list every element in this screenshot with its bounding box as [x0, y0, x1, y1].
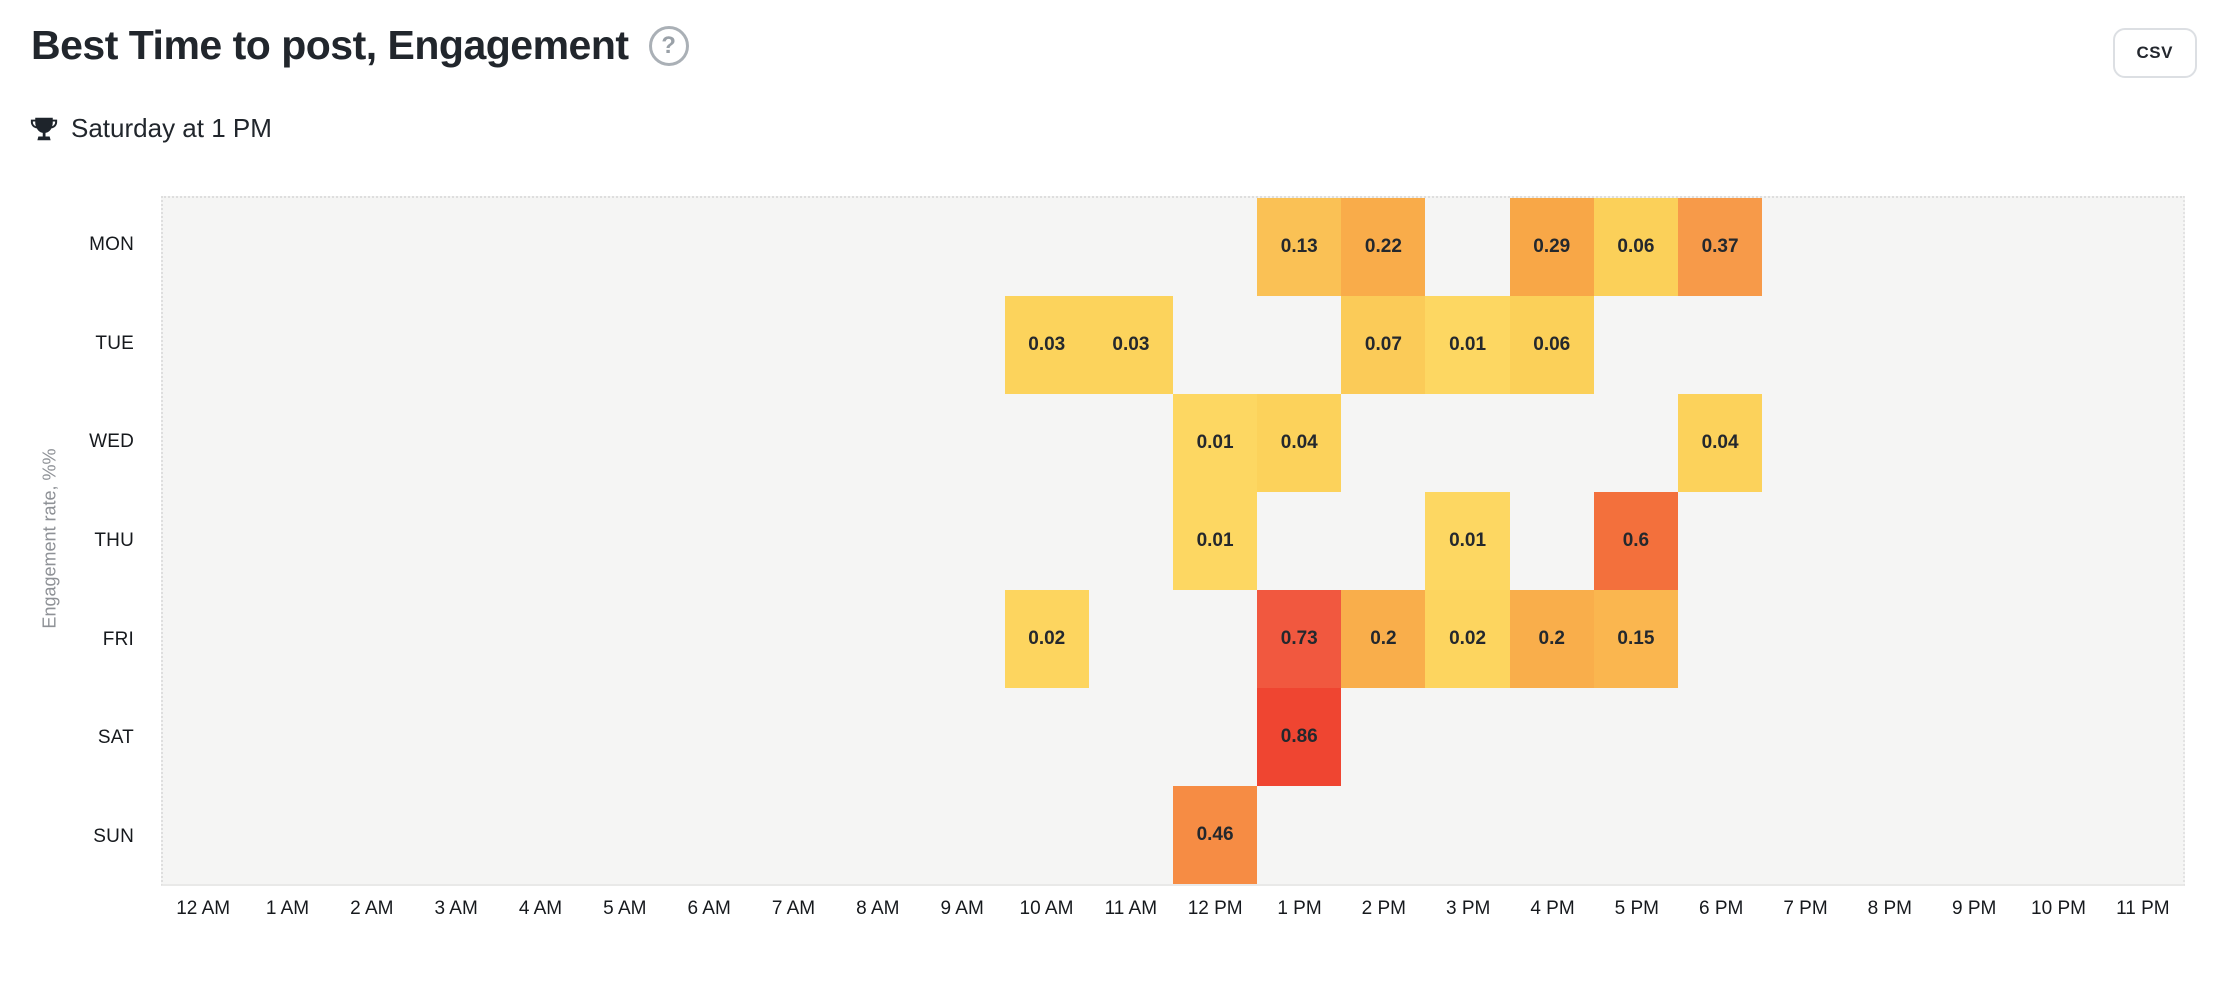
hour-label: 3 AM	[434, 898, 478, 919]
hour-label: 2 AM	[350, 898, 394, 919]
hour-label: 5 PM	[1614, 898, 1659, 919]
heatmap-cell[interactable]: 0.2	[1341, 590, 1426, 688]
widget-header: Best Time to post, Engagement ?	[31, 22, 689, 69]
heatmap-cell[interactable]: 0.02	[1004, 590, 1089, 688]
heatmap-cell[interactable]: 0.73	[1257, 590, 1342, 688]
day-label: SUN	[93, 825, 134, 847]
heatmap-cell[interactable]: 0.22	[1341, 198, 1426, 296]
heatmap-cell[interactable]: 0.86	[1257, 688, 1342, 786]
hour-label: 6 PM	[1698, 898, 1744, 919]
heatmap-cell[interactable]: 0.13	[1257, 198, 1342, 296]
hour-label: 1 AM	[265, 898, 310, 919]
heatmap-cell[interactable]: 0.07	[1341, 296, 1426, 394]
best-time-summary: Saturday at 1 PM	[29, 113, 272, 144]
heatmap-cell[interactable]: 0.06	[1593, 198, 1678, 296]
heatmap-plot-area: 0.13 0.22 0.29 0.06 0.37 0.03 0.03 0.07 0.01 0.06…	[161, 196, 2185, 886]
heatmap-cell[interactable]: 0.01	[1172, 492, 1258, 590]
best-time-text: Saturday at 1 PM	[71, 113, 272, 143]
trophy-icon	[30, 117, 58, 140]
hour-label: 2 PM	[1361, 898, 1406, 919]
question-mark-circle-icon[interactable]: ?	[648, 25, 689, 66]
heatmap-cell[interactable]: 0.02	[1425, 590, 1510, 688]
hour-label: 1 PM	[1277, 898, 1322, 919]
day-label: MON	[89, 234, 134, 256]
hour-label: 3 PM	[1445, 898, 1491, 919]
day-label: FRI	[102, 628, 134, 650]
day-label: TUE	[95, 332, 134, 354]
heatmap-cell[interactable]: 0.15	[1593, 590, 1678, 688]
hour-label: 11 PM	[2116, 898, 2170, 919]
heatmap-cell[interactable]: 0.06	[1509, 296, 1594, 394]
hour-label: 10 PM	[2031, 898, 2086, 919]
heatmap-cell[interactable]: 0.03	[1088, 296, 1173, 394]
hour-label: 12 PM	[1187, 898, 1243, 919]
heatmap-cell[interactable]: 0.2	[1509, 590, 1594, 688]
hour-label: 8 PM	[1867, 898, 1912, 919]
hour-label: 4 PM	[1530, 898, 1575, 919]
heatmap-cell[interactable]: 0.46	[1172, 786, 1258, 884]
heatmap-grid: 0.13 0.22 0.29 0.06 0.37 0.03 0.03 0.07 0.01 0.06…	[163, 198, 2183, 884]
y-axis-tick-labels: MON TUE WED THU FRI SAT SUN	[0, 196, 134, 886]
hour-label: 6 AM	[687, 898, 731, 919]
page-title: Best Time to post, Engagement	[31, 22, 629, 68]
hour-label: 9 PM	[1951, 898, 1997, 919]
hour-label: 4 AM	[518, 898, 563, 919]
hour-label: 10 AM	[1019, 898, 1074, 919]
heatmap-cell[interactable]: 0.29	[1509, 198, 1594, 296]
heatmap-cell[interactable]: 0.01	[1425, 492, 1510, 590]
hour-label: 9 AM	[940, 898, 984, 919]
day-label: WED	[89, 431, 134, 453]
heatmap-cell[interactable]: 0.04	[1257, 394, 1342, 492]
hour-label: 11 AM	[1104, 898, 1158, 919]
heatmap-cell[interactable]: 0.01	[1172, 394, 1258, 492]
hour-label: 5 AM	[603, 898, 647, 919]
heatmap-cell[interactable]: 0.04	[1677, 394, 1763, 492]
heatmap-cell[interactable]: 0.01	[1425, 296, 1510, 394]
hour-label: 7 PM	[1783, 898, 1828, 919]
csv-export-button[interactable]: CSV	[2112, 28, 2197, 78]
heatmap-cell[interactable]: 0.6	[1593, 492, 1678, 590]
day-label: SAT	[97, 727, 134, 749]
day-label: THU	[94, 530, 134, 552]
hour-label: 12 AM	[176, 898, 231, 919]
x-axis-tick-labels: 12 AM 1 AM 2 AM 3 AM 4 AM 5 AM 6 AM 7 AM 8 AM 9 A…	[161, 898, 2185, 920]
heatmap-cell[interactable]: 0.03	[1004, 296, 1089, 394]
hour-label: 8 AM	[856, 898, 900, 919]
heatmap-cell[interactable]: 0.37	[1677, 198, 1763, 296]
hour-label: 7 AM	[771, 898, 816, 919]
